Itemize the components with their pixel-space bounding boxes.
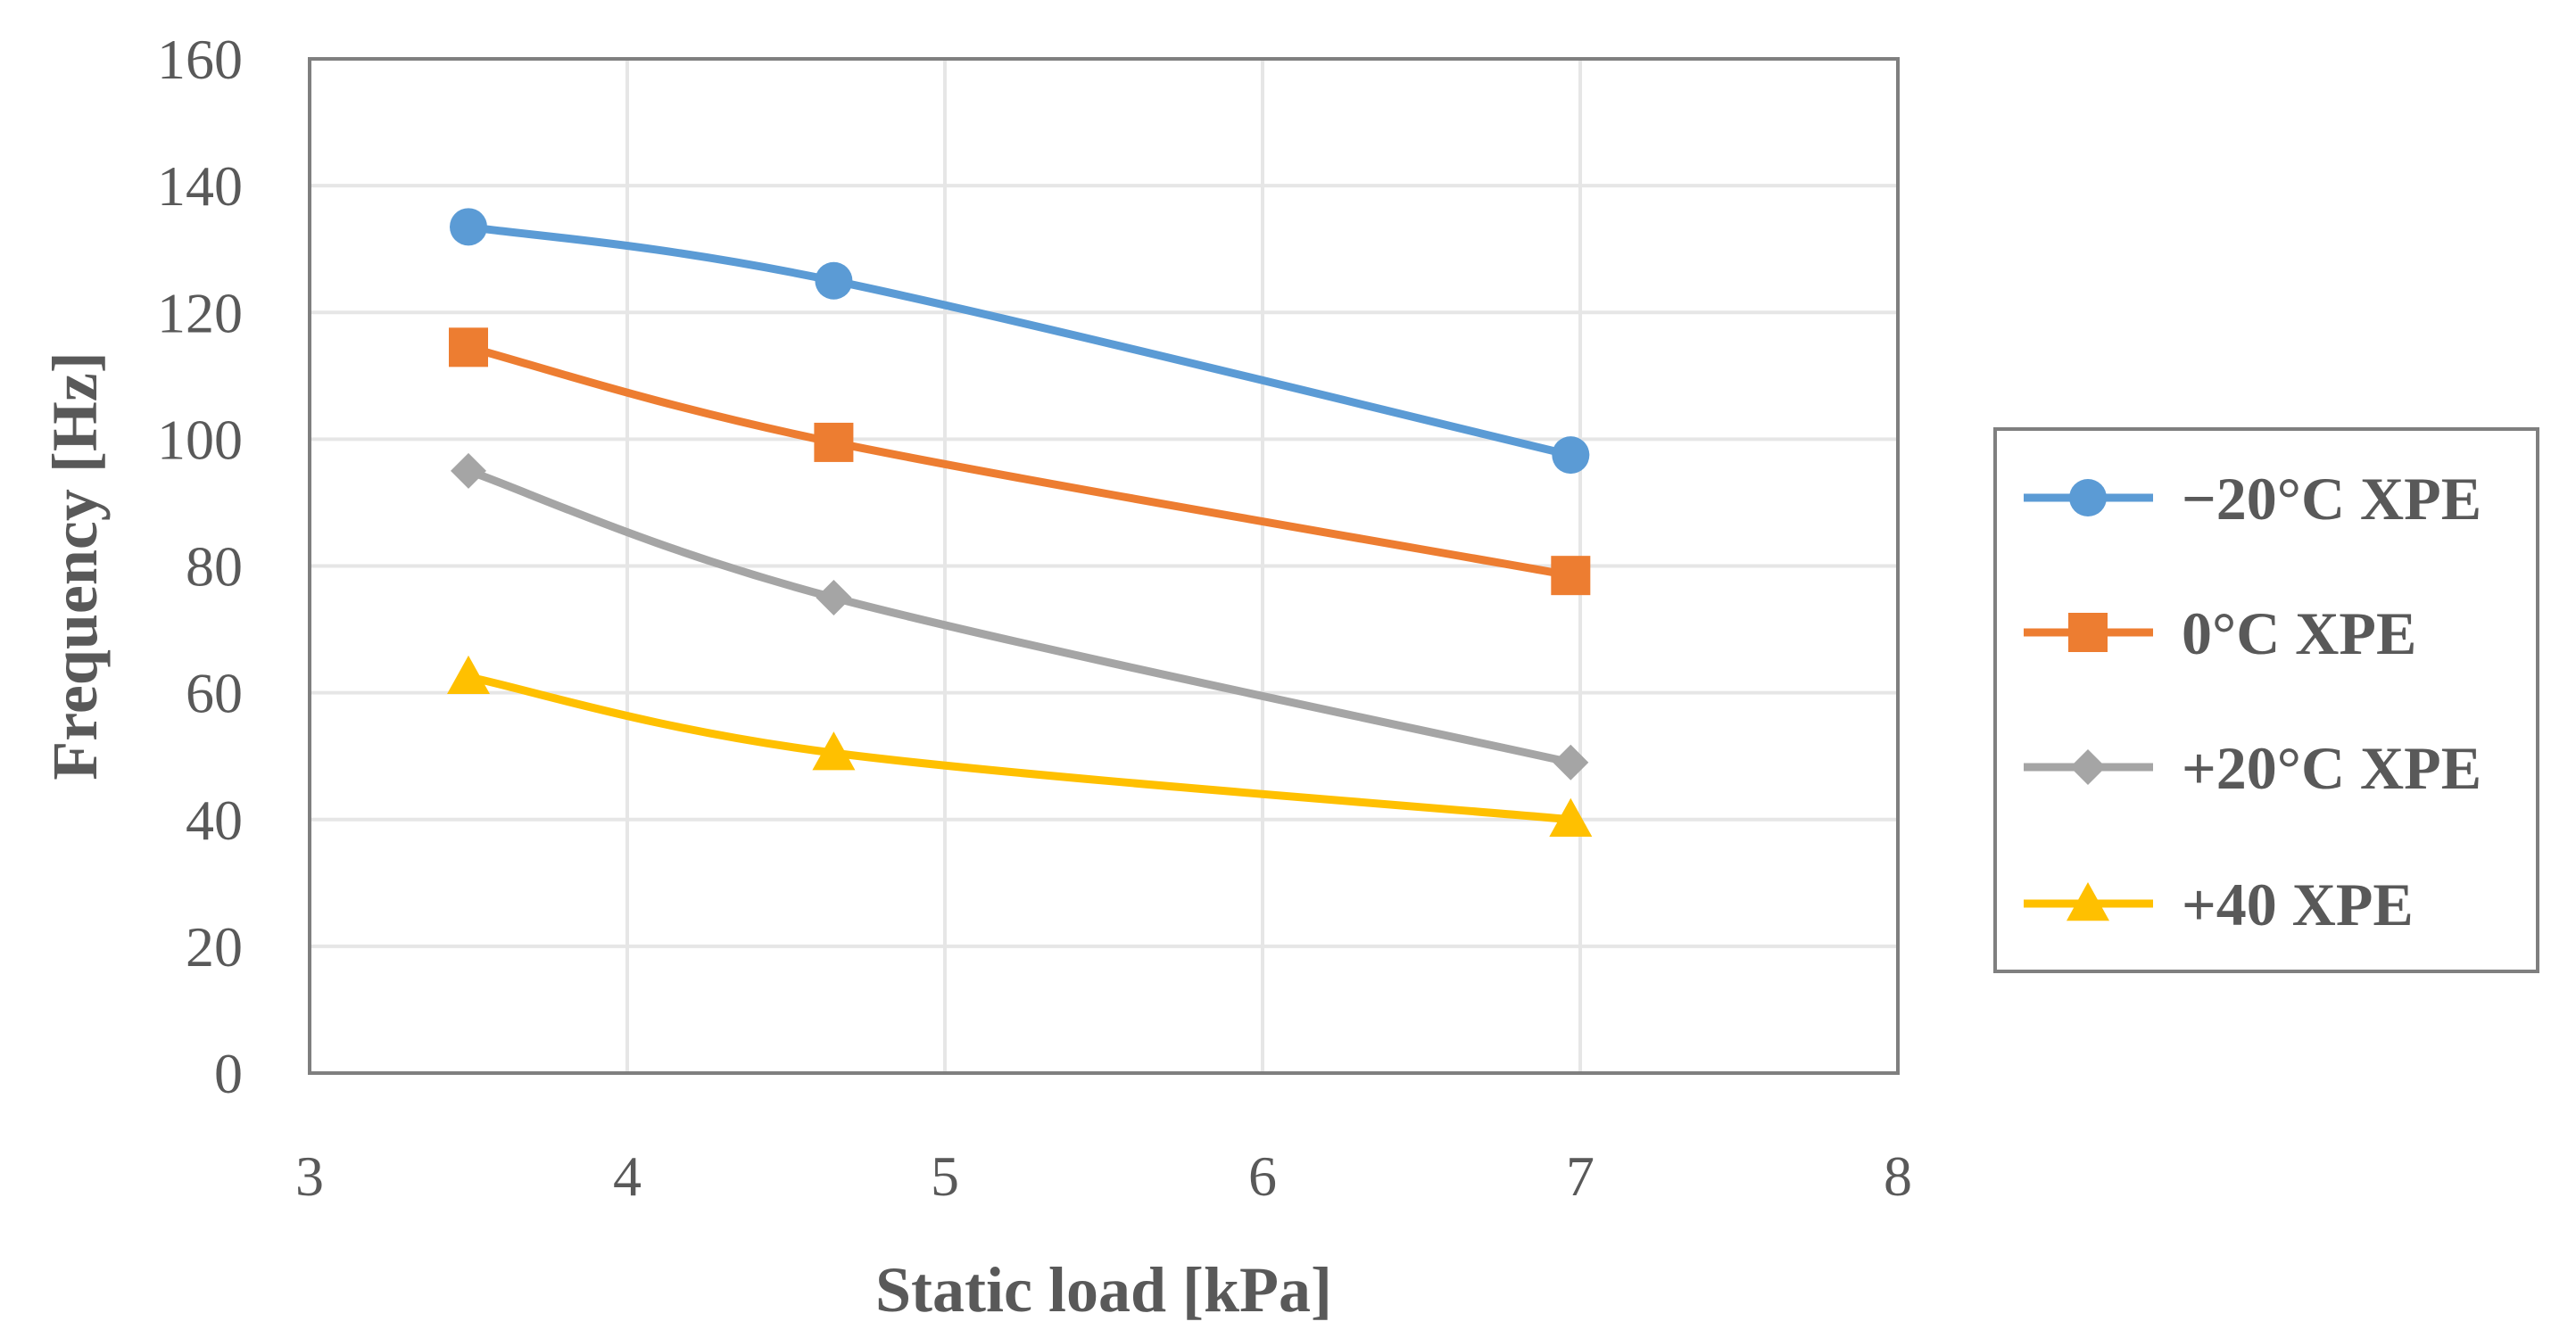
y-tick-label: 60 [186, 662, 243, 725]
data-point [1553, 744, 1589, 780]
legend-item: +20°C XPE [2024, 734, 2481, 802]
x-tick-label: 5 [931, 1144, 959, 1208]
y-tick-label: 80 [186, 535, 243, 599]
x-tick-label: 4 [613, 1144, 642, 1208]
plot-area-frame [308, 57, 1900, 1075]
series-line [464, 343, 1575, 580]
grid [308, 57, 1900, 1075]
series-line [464, 222, 1575, 459]
legend-marker [2070, 749, 2106, 785]
legend-item: 0°C XPE [2024, 599, 2416, 667]
legend-label: −20°C XPE [2182, 465, 2481, 533]
data-point [814, 422, 854, 462]
y-tick-label: 0 [214, 1042, 243, 1105]
series-1 [449, 327, 1591, 596]
tick-labels: 0 20 40 60 80 100 120 140 160 3 4 5 6 7 8 [157, 28, 1912, 1208]
x-tick-label: 3 [295, 1144, 324, 1208]
data-point [451, 452, 486, 489]
data-point [816, 580, 852, 616]
y-axis-title: Frequency [Hz] [39, 351, 111, 780]
y-tick-label: 160 [157, 28, 243, 91]
series-line [464, 673, 1575, 824]
x-axis-title: Static load [kPa] [875, 1254, 1332, 1326]
y-tick-label: 40 [186, 789, 243, 852]
series-group [447, 208, 1593, 837]
data-point [1552, 436, 1590, 475]
data-point [450, 208, 487, 246]
legend: −20°C XPE 0°C XPE +20°C XPE +40 XPE [2024, 465, 2481, 938]
y-tick-label: 140 [157, 154, 243, 218]
y-tick-label: 20 [186, 915, 243, 979]
data-point [447, 655, 490, 695]
data-point [815, 261, 853, 300]
x-tick-label: 7 [1566, 1144, 1594, 1208]
data-point [449, 327, 488, 368]
legend-marker [2068, 613, 2108, 652]
x-tick-label: 8 [1884, 1144, 1912, 1208]
legend-item: −20°C XPE [2024, 465, 2481, 533]
series-3 [447, 655, 1593, 837]
legend-item: +40 XPE [2024, 871, 2414, 938]
data-point [1549, 797, 1593, 837]
y-tick-label: 120 [157, 281, 243, 344]
legend-label: 0°C XPE [2182, 599, 2416, 667]
legend-label: +20°C XPE [2182, 734, 2481, 802]
series-line [464, 467, 1575, 767]
y-tick-label: 100 [157, 408, 243, 471]
x-tick-label: 6 [1248, 1144, 1277, 1208]
data-point [1551, 556, 1591, 596]
legend-box [1993, 427, 2539, 973]
data-point [812, 731, 856, 771]
legend-marker [2069, 479, 2107, 516]
series-0 [450, 208, 1590, 475]
legend-label: +40 XPE [2182, 871, 2414, 938]
legend-marker [2067, 882, 2109, 921]
series-2 [451, 452, 1589, 780]
